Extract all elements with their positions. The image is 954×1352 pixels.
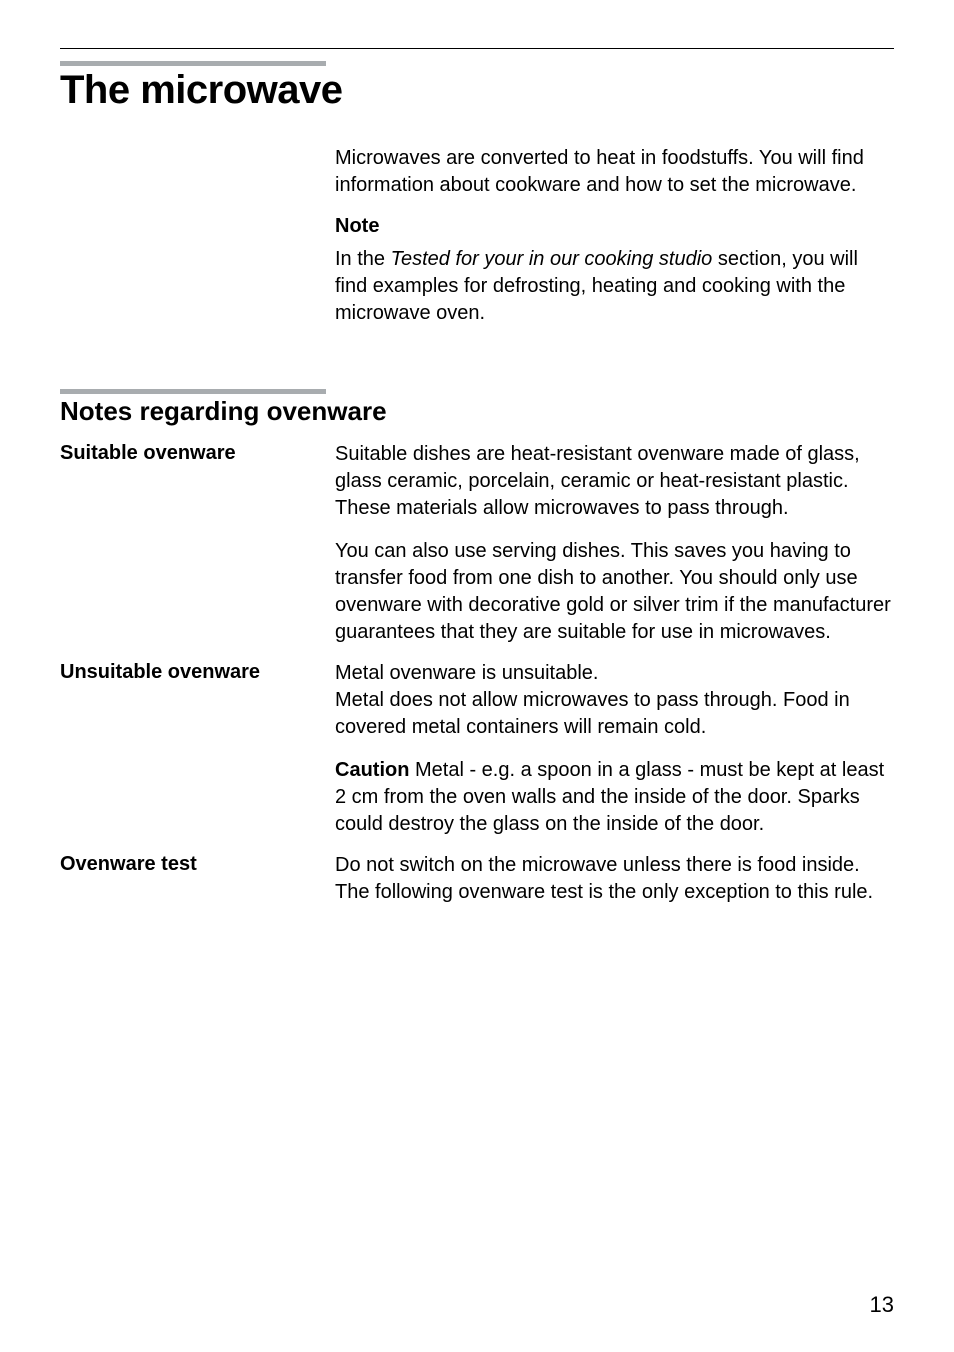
content-row: Suitable ovenwareSuitable dishes are hea…: [60, 441, 894, 646]
main-title-block: The microwave: [60, 61, 894, 113]
intro-paragraph: Microwaves are converted to heat in food…: [335, 145, 884, 199]
row-content: Do not switch on the microwave unless th…: [335, 852, 894, 906]
note-italic: Tested for your in our cooking studio: [391, 248, 713, 270]
row-label: Suitable ovenware: [60, 441, 335, 646]
paragraph: Caution Metal - e.g. a spoon in a glass …: [335, 757, 894, 838]
intro-right: Microwaves are converted to heat in food…: [335, 145, 894, 343]
content-row: Ovenware testDo not switch on the microw…: [60, 852, 894, 906]
paragraph-text: Metal - e.g. a spoon in a glass - must b…: [335, 759, 884, 835]
page-number: 13: [870, 1292, 894, 1318]
paragraph-text: Do not switch on the microwave unless th…: [335, 854, 860, 876]
paragraph: Do not switch on the microwave unless th…: [335, 852, 894, 906]
paragraph: You can also use serving dishes. This sa…: [335, 538, 894, 646]
paragraph-text: Suitable dishes are heat-resistant ovenw…: [335, 443, 860, 519]
paragraph: Suitable dishes are heat-resistant ovenw…: [335, 441, 894, 522]
gray-accent-bar: [60, 61, 326, 66]
main-title: The microwave: [60, 68, 894, 113]
bold-prefix: Caution: [335, 759, 409, 781]
paragraph: Metal ovenware is unsuitable. Metal does …: [335, 660, 894, 741]
paragraph-text: You can also use serving dishes. This sa…: [335, 540, 891, 643]
subsection-block: Notes regarding ovenware: [60, 389, 894, 427]
top-rule: [60, 48, 894, 49]
rows-container: Suitable ovenwareSuitable dishes are hea…: [60, 441, 894, 906]
intro-block: Microwaves are converted to heat in food…: [60, 145, 894, 343]
subsection-title: Notes regarding ovenware: [60, 396, 894, 427]
gray-accent-bar-sub: [60, 389, 326, 394]
note-prefix: In the: [335, 248, 391, 270]
paragraph-text: Metal ovenware is unsuitable.: [335, 662, 598, 684]
row-label: Ovenware test: [60, 852, 335, 906]
paragraph-text: The following ovenware test is the only …: [335, 881, 873, 903]
row-content: Suitable dishes are heat-resistant ovenw…: [335, 441, 894, 646]
row-content: Metal ovenware is unsuitable. Metal does …: [335, 660, 894, 838]
paragraph-text: Metal does not allow microwaves to pass …: [335, 689, 850, 738]
content-row: Unsuitable ovenwareMetal ovenware is uns…: [60, 660, 894, 838]
row-label: Unsuitable ovenware: [60, 660, 335, 838]
note-text: In the Tested for your in our cooking st…: [335, 246, 884, 327]
intro-left-spacer: [60, 145, 335, 343]
note-label: Note: [335, 215, 884, 238]
